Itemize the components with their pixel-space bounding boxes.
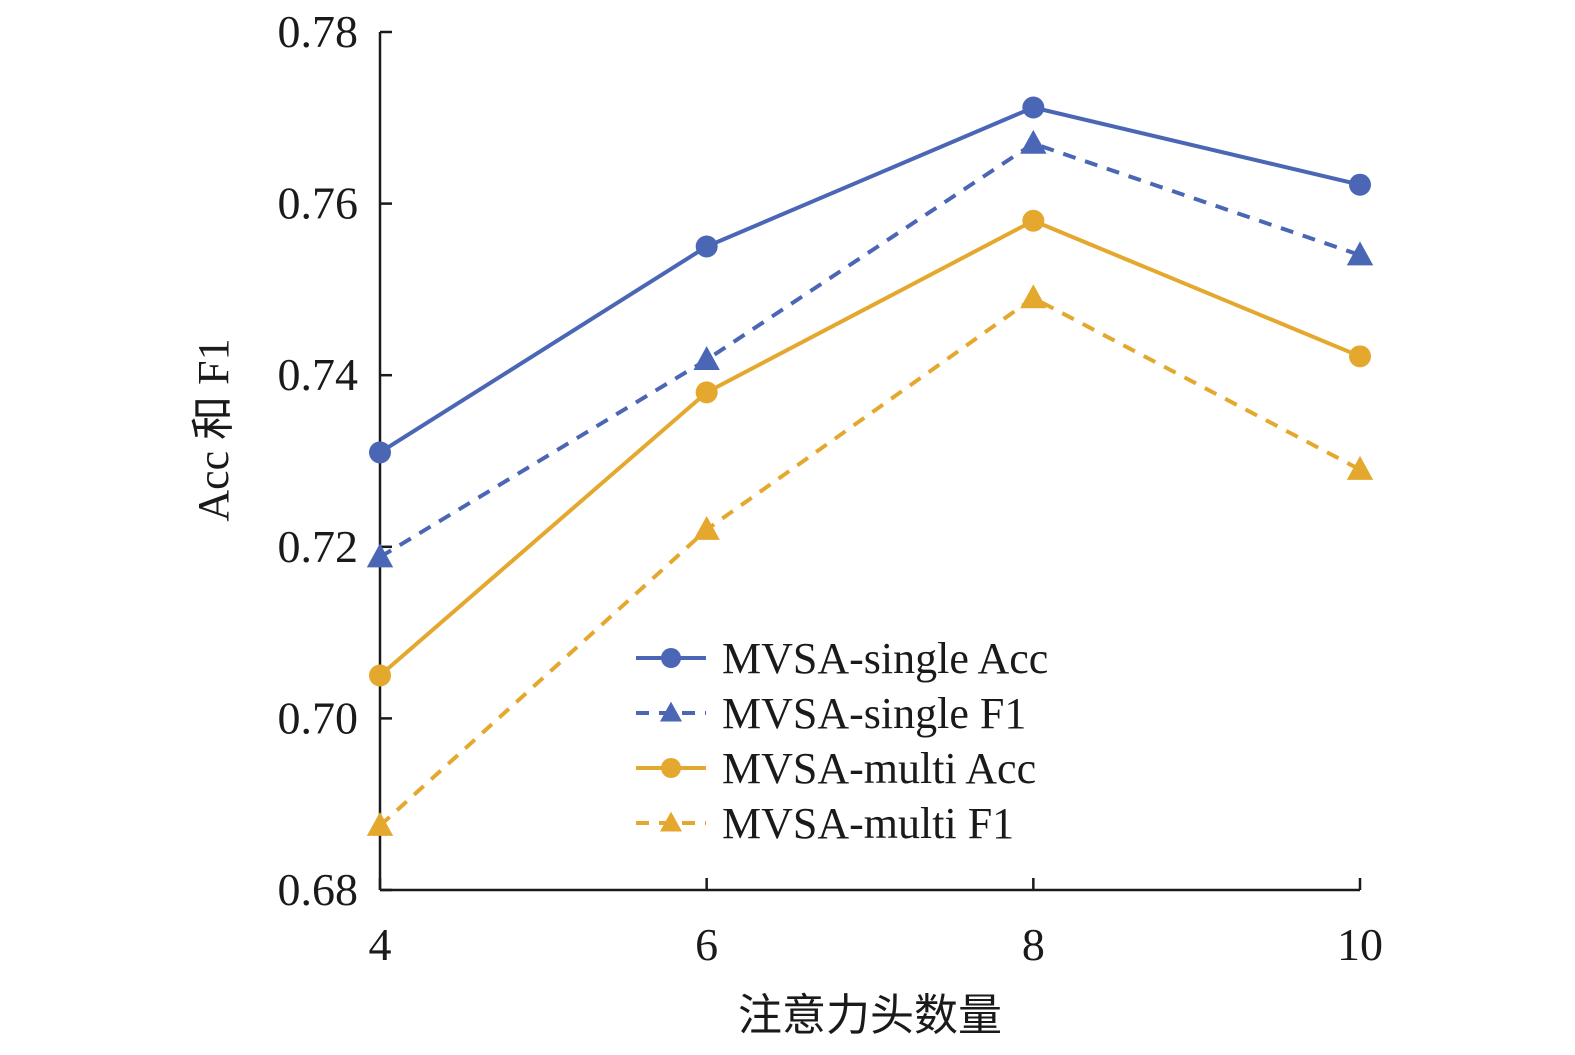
series-line (378, 105, 1361, 455)
series-mvsa-multi-f1 (366, 284, 1374, 836)
y-axis-label: Acc 和 F1 (189, 338, 238, 521)
axes: 0.68 0.70 0.72 0.74 0.76 0.78 4 6 8 10 (278, 6, 1384, 970)
series-line (378, 218, 1361, 678)
series-layer (366, 96, 1374, 836)
data-point-triangle (1020, 129, 1047, 154)
legend-label: MVSA-single Acc (722, 634, 1048, 683)
data-point-triangle (366, 811, 394, 836)
x-tick-label: 4 (369, 919, 392, 970)
data-point-circle (369, 441, 391, 464)
data-point-circle (1349, 345, 1371, 368)
y-tick-label: 0.76 (278, 178, 359, 229)
data-point-circle (1022, 209, 1045, 232)
series-mvsa-single-acc (369, 96, 1371, 464)
legend-label: MVSA-multi Acc (722, 744, 1036, 793)
data-point-triangle (693, 515, 720, 540)
legend-entry: MVSA-multi F1 (636, 799, 1014, 848)
data-point-circle (369, 664, 391, 687)
data-point-triangle (693, 346, 720, 371)
y-tick-label: 0.68 (278, 864, 359, 915)
data-point-triangle (1020, 284, 1047, 309)
series-mvsa-single-f1 (366, 129, 1374, 568)
series-mvsa-multi-acc (369, 209, 1371, 687)
legend-entry: MVSA-single Acc (636, 634, 1048, 683)
legend-entry: MVSA-single F1 (636, 689, 1026, 738)
x-tick-label: 10 (1337, 919, 1383, 970)
data-point-triangle (1346, 241, 1374, 266)
data-point-circle (695, 381, 718, 404)
data-point-triangle (1346, 455, 1374, 480)
x-tick-label: 6 (695, 919, 718, 970)
x-tick-label: 8 (1022, 919, 1045, 970)
legend-label: MVSA-multi F1 (722, 799, 1014, 848)
data-point-triangle (366, 543, 394, 568)
legend-circle-marker (661, 648, 681, 668)
y-tick-label: 0.74 (278, 349, 359, 400)
series-line (378, 141, 1361, 559)
legend-triangle-marker (660, 701, 682, 722)
legend-circle-marker (661, 758, 681, 778)
legend-triangle-marker (660, 811, 682, 832)
data-point-circle (1022, 96, 1045, 119)
legend-label: MVSA-single F1 (722, 689, 1026, 738)
legend-entry: MVSA-multi Acc (636, 744, 1036, 793)
data-point-circle (695, 235, 718, 258)
y-tick-label: 0.78 (278, 6, 359, 57)
data-point-circle (1349, 173, 1371, 196)
x-axis-label: 注意力头数量 (738, 991, 1002, 1040)
legend: MVSA-single Acc MVSA-single F1 MVSA-multi … (636, 634, 1048, 848)
y-tick-label: 0.72 (278, 521, 359, 572)
y-tick-label: 0.70 (278, 692, 359, 743)
